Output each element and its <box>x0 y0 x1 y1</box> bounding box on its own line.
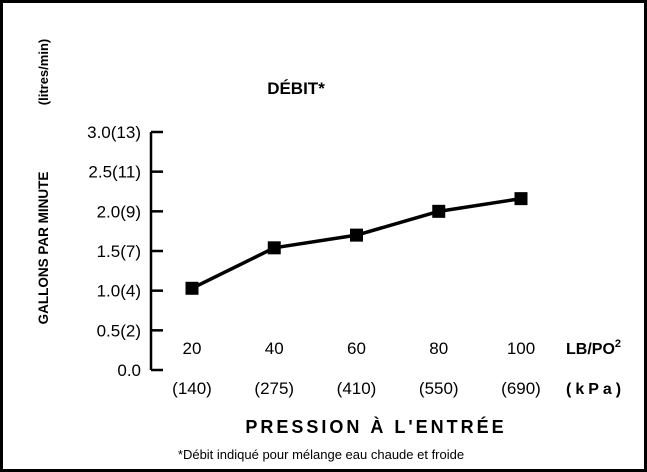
chart-title: DÉBIT* <box>267 79 325 98</box>
series-group <box>185 192 528 295</box>
y-tick-label: 0.0 <box>117 361 141 380</box>
x-unit-primary: LB/PO2 <box>566 338 621 358</box>
x-axis-label: PRESSION À L'ENTRÉE <box>245 416 506 437</box>
data-point-marker <box>350 228 363 242</box>
x-unit-secondary: (kPa) <box>566 381 625 398</box>
x-tick-label-secondary: (140) <box>172 379 212 398</box>
data-point-marker <box>432 204 446 218</box>
y-axis-ticks: 0.0 0.5(2) 1.0(4) 1.5(7) 2.0(9) 2.5(11) 3.0(13… <box>87 123 163 380</box>
x-tick-label: 60 <box>347 339 366 358</box>
x-tick-label: 40 <box>265 339 284 358</box>
y-tick-label: 0.5(2) <box>97 321 141 340</box>
y-tick-label: 2.5(11) <box>88 163 141 182</box>
x-tick-label-secondary: (690) <box>501 379 541 398</box>
data-point-marker <box>514 192 528 206</box>
y-axis-label: GALLONS PAR MINUTE <box>36 172 51 325</box>
y-tick-label: 1.5(7) <box>97 242 141 261</box>
footnote: *Débit indiqué pour mélange eau chaude e… <box>178 447 464 462</box>
x-tick-label-secondary: (550) <box>419 379 459 398</box>
x-tick-label: 100 <box>507 339 535 358</box>
y-tick-label: 1.0(4) <box>97 282 141 301</box>
x-tick-label: 80 <box>429 339 448 358</box>
x-axis-tick-labels: 20 (140) 40 (275) 60 (410) 80 (550) 100 (690) <box>172 339 541 398</box>
x-tick-label-secondary: (275) <box>254 379 294 398</box>
x-tick-label: 20 <box>183 339 202 358</box>
x-tick-label-secondary: (410) <box>337 379 377 398</box>
data-point-marker <box>185 281 199 295</box>
y-axis-label-secondary: (litres/min) <box>36 39 51 105</box>
y-tick-label: 3.0(13) <box>87 123 141 142</box>
y-tick-label: 2.0(9) <box>97 202 141 221</box>
data-point-marker <box>267 241 281 255</box>
